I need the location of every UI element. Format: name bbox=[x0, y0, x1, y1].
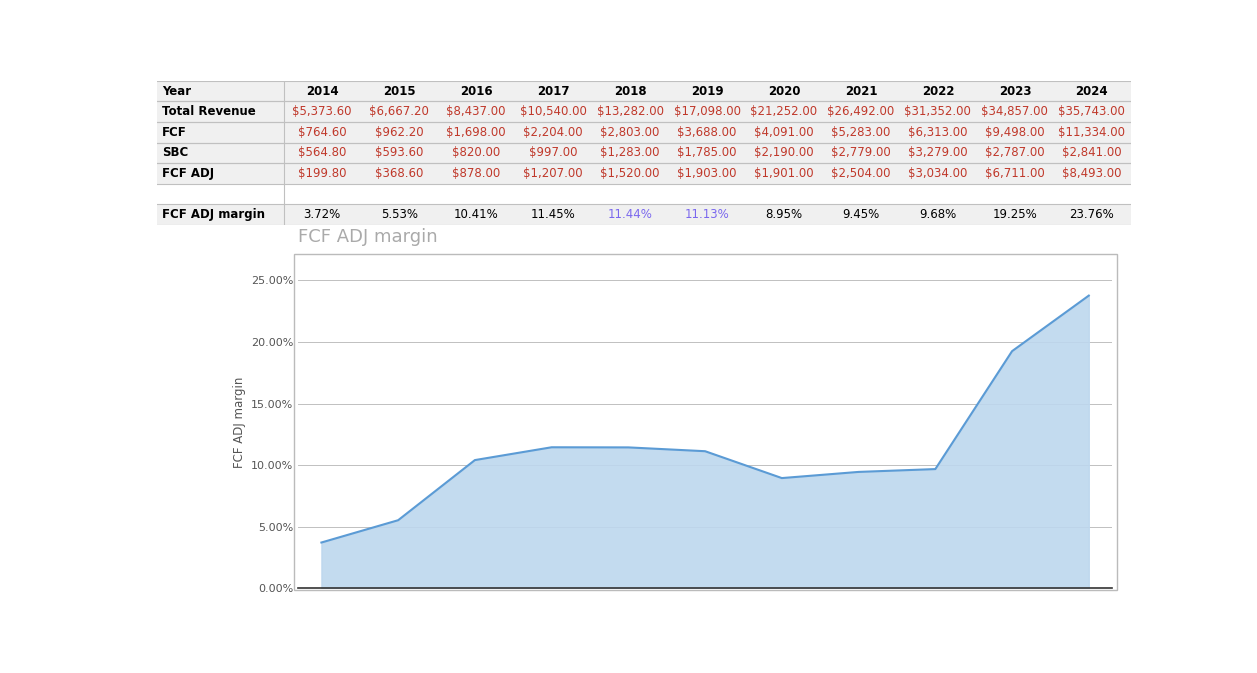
Text: $2,779.00: $2,779.00 bbox=[831, 147, 891, 160]
Text: $35,743.00: $35,743.00 bbox=[1058, 105, 1125, 118]
Text: $820.00: $820.00 bbox=[453, 147, 500, 160]
Text: $6,711.00: $6,711.00 bbox=[985, 167, 1045, 180]
Text: Total Revenue: Total Revenue bbox=[162, 105, 255, 118]
Text: $1,698.00: $1,698.00 bbox=[446, 126, 507, 139]
Text: FCF ADJ margin: FCF ADJ margin bbox=[162, 209, 265, 221]
Text: $564.80: $564.80 bbox=[298, 147, 347, 160]
Text: 2023: 2023 bbox=[998, 85, 1031, 98]
Text: $1,901.00: $1,901.00 bbox=[754, 167, 813, 180]
Text: $21,252.00: $21,252.00 bbox=[750, 105, 817, 118]
Text: 9.68%: 9.68% bbox=[919, 209, 957, 221]
Text: $878.00: $878.00 bbox=[453, 167, 500, 180]
Bar bbox=[294, 254, 1116, 590]
Text: 9.45%: 9.45% bbox=[842, 209, 880, 221]
Text: 5.53%: 5.53% bbox=[381, 209, 417, 221]
Text: $17,098.00: $17,098.00 bbox=[674, 105, 740, 118]
Text: 2021: 2021 bbox=[845, 85, 877, 98]
Text: Year: Year bbox=[162, 85, 191, 98]
Text: $1,520.00: $1,520.00 bbox=[601, 167, 660, 180]
Text: $6,313.00: $6,313.00 bbox=[908, 126, 968, 139]
Text: $997.00: $997.00 bbox=[529, 147, 577, 160]
Text: $199.80: $199.80 bbox=[298, 167, 347, 180]
Text: 2018: 2018 bbox=[613, 85, 646, 98]
Y-axis label: FCF ADJ margin: FCF ADJ margin bbox=[233, 376, 245, 468]
Text: 2015: 2015 bbox=[383, 85, 416, 98]
Text: $368.60: $368.60 bbox=[375, 167, 424, 180]
Bar bbox=[157, 102, 1131, 122]
Text: 11.45%: 11.45% bbox=[530, 209, 576, 221]
Bar bbox=[157, 143, 1131, 164]
Text: 2020: 2020 bbox=[768, 85, 801, 98]
Text: $1,207.00: $1,207.00 bbox=[523, 167, 583, 180]
Text: $3,688.00: $3,688.00 bbox=[678, 126, 737, 139]
Text: $5,373.60: $5,373.60 bbox=[293, 105, 352, 118]
Text: 2024: 2024 bbox=[1076, 85, 1109, 98]
Text: 11.13%: 11.13% bbox=[685, 209, 729, 221]
Text: $962.20: $962.20 bbox=[375, 126, 424, 139]
Text: $8,437.00: $8,437.00 bbox=[446, 105, 505, 118]
Text: $593.60: $593.60 bbox=[375, 147, 424, 160]
Bar bbox=[157, 81, 1131, 102]
Bar bbox=[157, 122, 1131, 143]
Text: 2017: 2017 bbox=[537, 85, 569, 98]
Bar bbox=[157, 184, 1131, 205]
Text: $3,034.00: $3,034.00 bbox=[909, 167, 968, 180]
Text: $2,787.00: $2,787.00 bbox=[985, 147, 1045, 160]
Text: $4,091.00: $4,091.00 bbox=[754, 126, 813, 139]
Text: $10,540.00: $10,540.00 bbox=[519, 105, 587, 118]
Text: $31,352.00: $31,352.00 bbox=[905, 105, 972, 118]
Text: $26,492.00: $26,492.00 bbox=[827, 105, 895, 118]
Text: $2,190.00: $2,190.00 bbox=[754, 147, 813, 160]
Text: $5,283.00: $5,283.00 bbox=[831, 126, 891, 139]
Text: $11,334.00: $11,334.00 bbox=[1058, 126, 1125, 139]
Text: 2022: 2022 bbox=[921, 85, 954, 98]
Text: 3.72%: 3.72% bbox=[304, 209, 341, 221]
Text: FCF: FCF bbox=[162, 126, 187, 139]
Text: $2,504.00: $2,504.00 bbox=[831, 167, 891, 180]
Text: 10.41%: 10.41% bbox=[454, 209, 499, 221]
Text: 8.95%: 8.95% bbox=[766, 209, 802, 221]
Text: 11.44%: 11.44% bbox=[607, 209, 652, 221]
Text: $764.60: $764.60 bbox=[298, 126, 347, 139]
Text: FCF ADJ margin: FCF ADJ margin bbox=[298, 227, 437, 246]
Text: 2019: 2019 bbox=[691, 85, 723, 98]
Bar bbox=[157, 205, 1131, 225]
Text: $13,282.00: $13,282.00 bbox=[597, 105, 664, 118]
Text: SBC: SBC bbox=[162, 147, 189, 160]
Text: $1,283.00: $1,283.00 bbox=[601, 147, 660, 160]
Text: $2,803.00: $2,803.00 bbox=[601, 126, 660, 139]
Text: $2,841.00: $2,841.00 bbox=[1062, 147, 1121, 160]
Text: $9,498.00: $9,498.00 bbox=[985, 126, 1045, 139]
Text: $3,279.00: $3,279.00 bbox=[908, 147, 968, 160]
Text: $1,785.00: $1,785.00 bbox=[678, 147, 737, 160]
Text: $8,493.00: $8,493.00 bbox=[1062, 167, 1121, 180]
Text: 23.76%: 23.76% bbox=[1070, 209, 1114, 221]
Text: 19.25%: 19.25% bbox=[993, 209, 1037, 221]
Text: $1,903.00: $1,903.00 bbox=[678, 167, 737, 180]
Text: 2014: 2014 bbox=[305, 85, 338, 98]
Text: FCF ADJ: FCF ADJ bbox=[162, 167, 214, 180]
Text: $6,667.20: $6,667.20 bbox=[370, 105, 429, 118]
Bar bbox=[157, 164, 1131, 184]
Text: $2,204.00: $2,204.00 bbox=[523, 126, 583, 139]
Text: 2016: 2016 bbox=[460, 85, 493, 98]
Text: $34,857.00: $34,857.00 bbox=[982, 105, 1048, 118]
